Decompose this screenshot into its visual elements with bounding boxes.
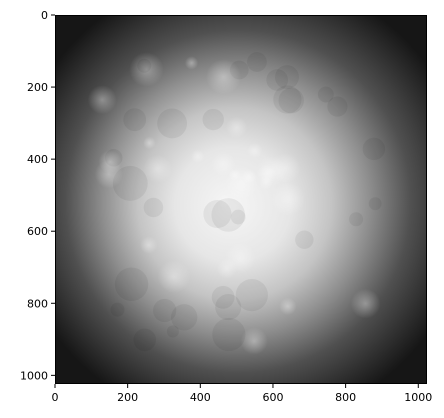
- heatmap-blob: [274, 65, 299, 90]
- x-axis: 0 200 400 600 800 1000: [52, 384, 432, 404]
- heatmap-blob: [205, 59, 242, 95]
- heatmap-blob: [327, 96, 348, 117]
- heatmap-blob: [368, 197, 382, 211]
- heatmap-blob: [317, 86, 334, 103]
- y-tick-label: 200: [27, 81, 48, 94]
- heatmap-blob: [295, 230, 314, 249]
- heatmap-blob: [203, 199, 232, 229]
- x-tick-label: 600: [262, 391, 283, 404]
- heatmap-blob: [137, 58, 152, 73]
- x-tick-label: 0: [52, 391, 59, 404]
- heatmap-blob: [129, 52, 164, 87]
- heatmap-blob: [143, 136, 156, 150]
- plot-frame: [55, 15, 427, 384]
- plot-area: [55, 15, 427, 384]
- x-tick-label: 200: [117, 391, 138, 404]
- y-tick-label: 800: [27, 297, 48, 310]
- heatmap-blob: [270, 153, 301, 184]
- heatmap-blob: [157, 108, 188, 139]
- y-tick-label: 1000: [20, 369, 48, 382]
- heatmap-blob: [235, 278, 268, 312]
- heatmap-blob: [212, 317, 246, 352]
- heatmap-blob: [211, 285, 235, 309]
- heatmap-blob: [98, 150, 122, 174]
- x-tick-label: 800: [335, 391, 356, 404]
- heatmap-blob: [225, 116, 248, 139]
- heatmap-blob: [210, 151, 236, 177]
- heatmap-blob: [184, 56, 199, 70]
- x-tick-label: 400: [190, 391, 211, 404]
- heatmap-blob: [211, 198, 246, 232]
- heatmap-blob: [143, 197, 164, 218]
- y-tick-label: 0: [41, 9, 48, 22]
- heatmap-blob: [215, 294, 242, 321]
- heatmap-blob: [190, 149, 205, 164]
- heatmap-blob: [349, 212, 364, 227]
- heatmap-blob: [350, 288, 381, 319]
- heatmap-blob: [273, 85, 302, 114]
- heatmap-blob: [246, 142, 263, 159]
- heatmap-blob: [362, 137, 386, 161]
- heatmap-texture: [87, 52, 386, 355]
- heatmap-blob: [139, 236, 158, 254]
- heatmap-blob: [123, 108, 147, 132]
- heatmap-blob: [240, 327, 268, 355]
- heatmap-blob: [170, 304, 198, 331]
- y-tick-label: 600: [27, 225, 48, 238]
- heatmap-blob: [110, 302, 125, 317]
- heatmap-blob: [230, 209, 246, 225]
- heatmap-blob: [224, 242, 256, 274]
- y-axis: 0 200 400 600 800 1000: [20, 9, 55, 382]
- heatmap-blob: [279, 297, 297, 316]
- heatmap-blob: [258, 175, 274, 190]
- heatmap-blob: [87, 85, 117, 115]
- heatmap-blob: [153, 298, 177, 323]
- heatmap-blob: [157, 260, 191, 293]
- heatmap-blob: [278, 87, 304, 114]
- heatmap-blob: [266, 69, 289, 91]
- heatmap-blob: [271, 182, 306, 217]
- heatmap-blob: [202, 108, 224, 131]
- heatmap-blob: [114, 267, 149, 301]
- heatmap-blob: [225, 166, 259, 200]
- heatmap-blob: [143, 154, 173, 183]
- heatmap-blob: [247, 52, 267, 72]
- y-tick-label: 400: [27, 153, 48, 166]
- heatmap-blob: [166, 325, 179, 338]
- x-tick-label: 1000: [404, 391, 432, 404]
- heatmap-blob: [217, 194, 232, 209]
- heatmap-blob: [133, 328, 157, 352]
